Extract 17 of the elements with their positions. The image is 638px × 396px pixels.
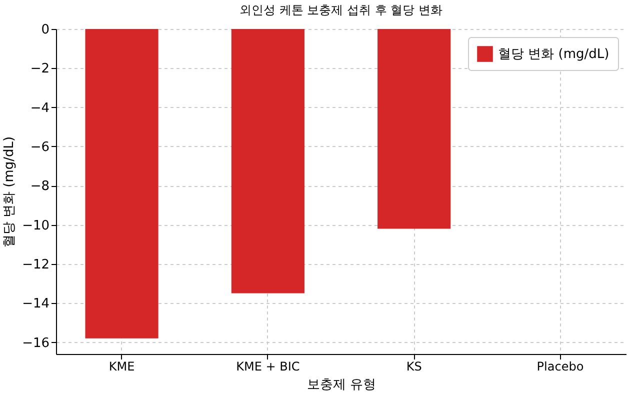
y-tick-label: −16 [22, 336, 50, 351]
x-tick-label: Placebo [536, 360, 584, 374]
x-tick-label: KME + BIC [236, 360, 300, 374]
y-tick-label: −2 [30, 62, 50, 77]
y-axis-title: 혈당 변화 (mg/dL) [2, 136, 18, 248]
chart-title: 외인성 케톤 보충제 섭취 후 혈당 변화 [240, 3, 442, 17]
legend-label: 혈당 변화 (mg/dL) [498, 47, 610, 62]
y-tick-label: −6 [30, 140, 50, 155]
x-tick-label: KS [406, 360, 422, 374]
x-axis-title: 보충제 유형 [306, 378, 376, 392]
y-tick-label: 0 [41, 22, 50, 38]
x-tick-label: KME [108, 360, 135, 374]
y-tick-label: −4 [30, 100, 50, 116]
y-tick-label: −10 [22, 218, 50, 234]
y-tick-label: −12 [22, 257, 50, 272]
y-tick-label: −14 [22, 296, 50, 312]
y-tick-label: −8 [30, 179, 50, 194]
